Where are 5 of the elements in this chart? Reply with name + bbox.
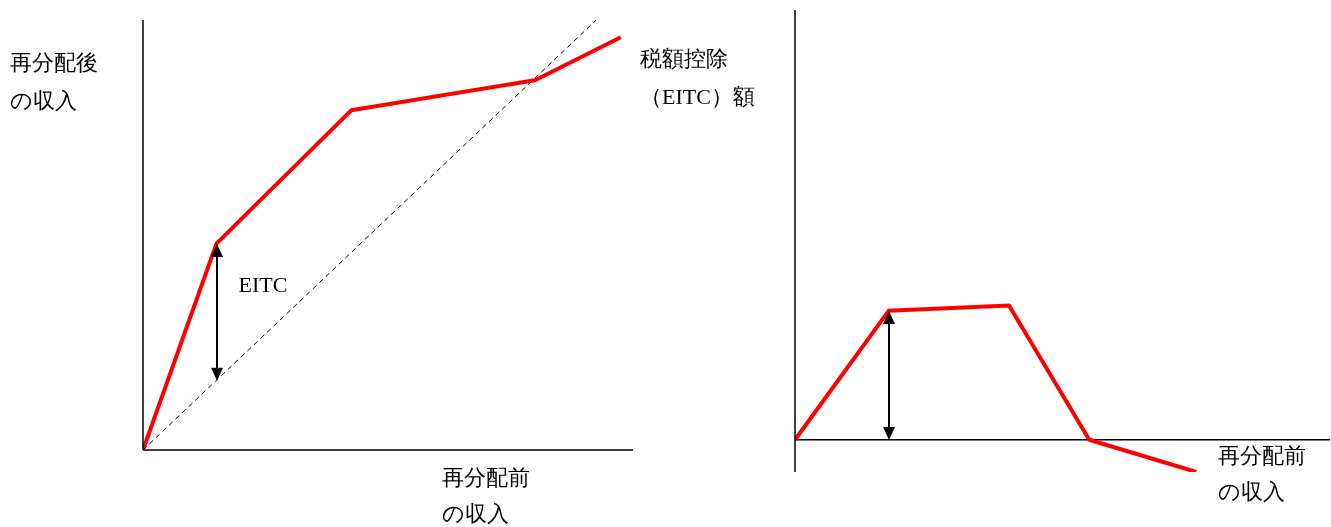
x-axis-title: 再分配前の収入 (442, 464, 531, 527)
annotation: EITC (238, 271, 288, 298)
y-axis-title: 再分配後の収入 (10, 49, 99, 115)
y-axis-title: 税額控除（EITC）額 (640, 45, 756, 111)
x-axis-title: 再分配前の収入 (1218, 442, 1307, 506)
